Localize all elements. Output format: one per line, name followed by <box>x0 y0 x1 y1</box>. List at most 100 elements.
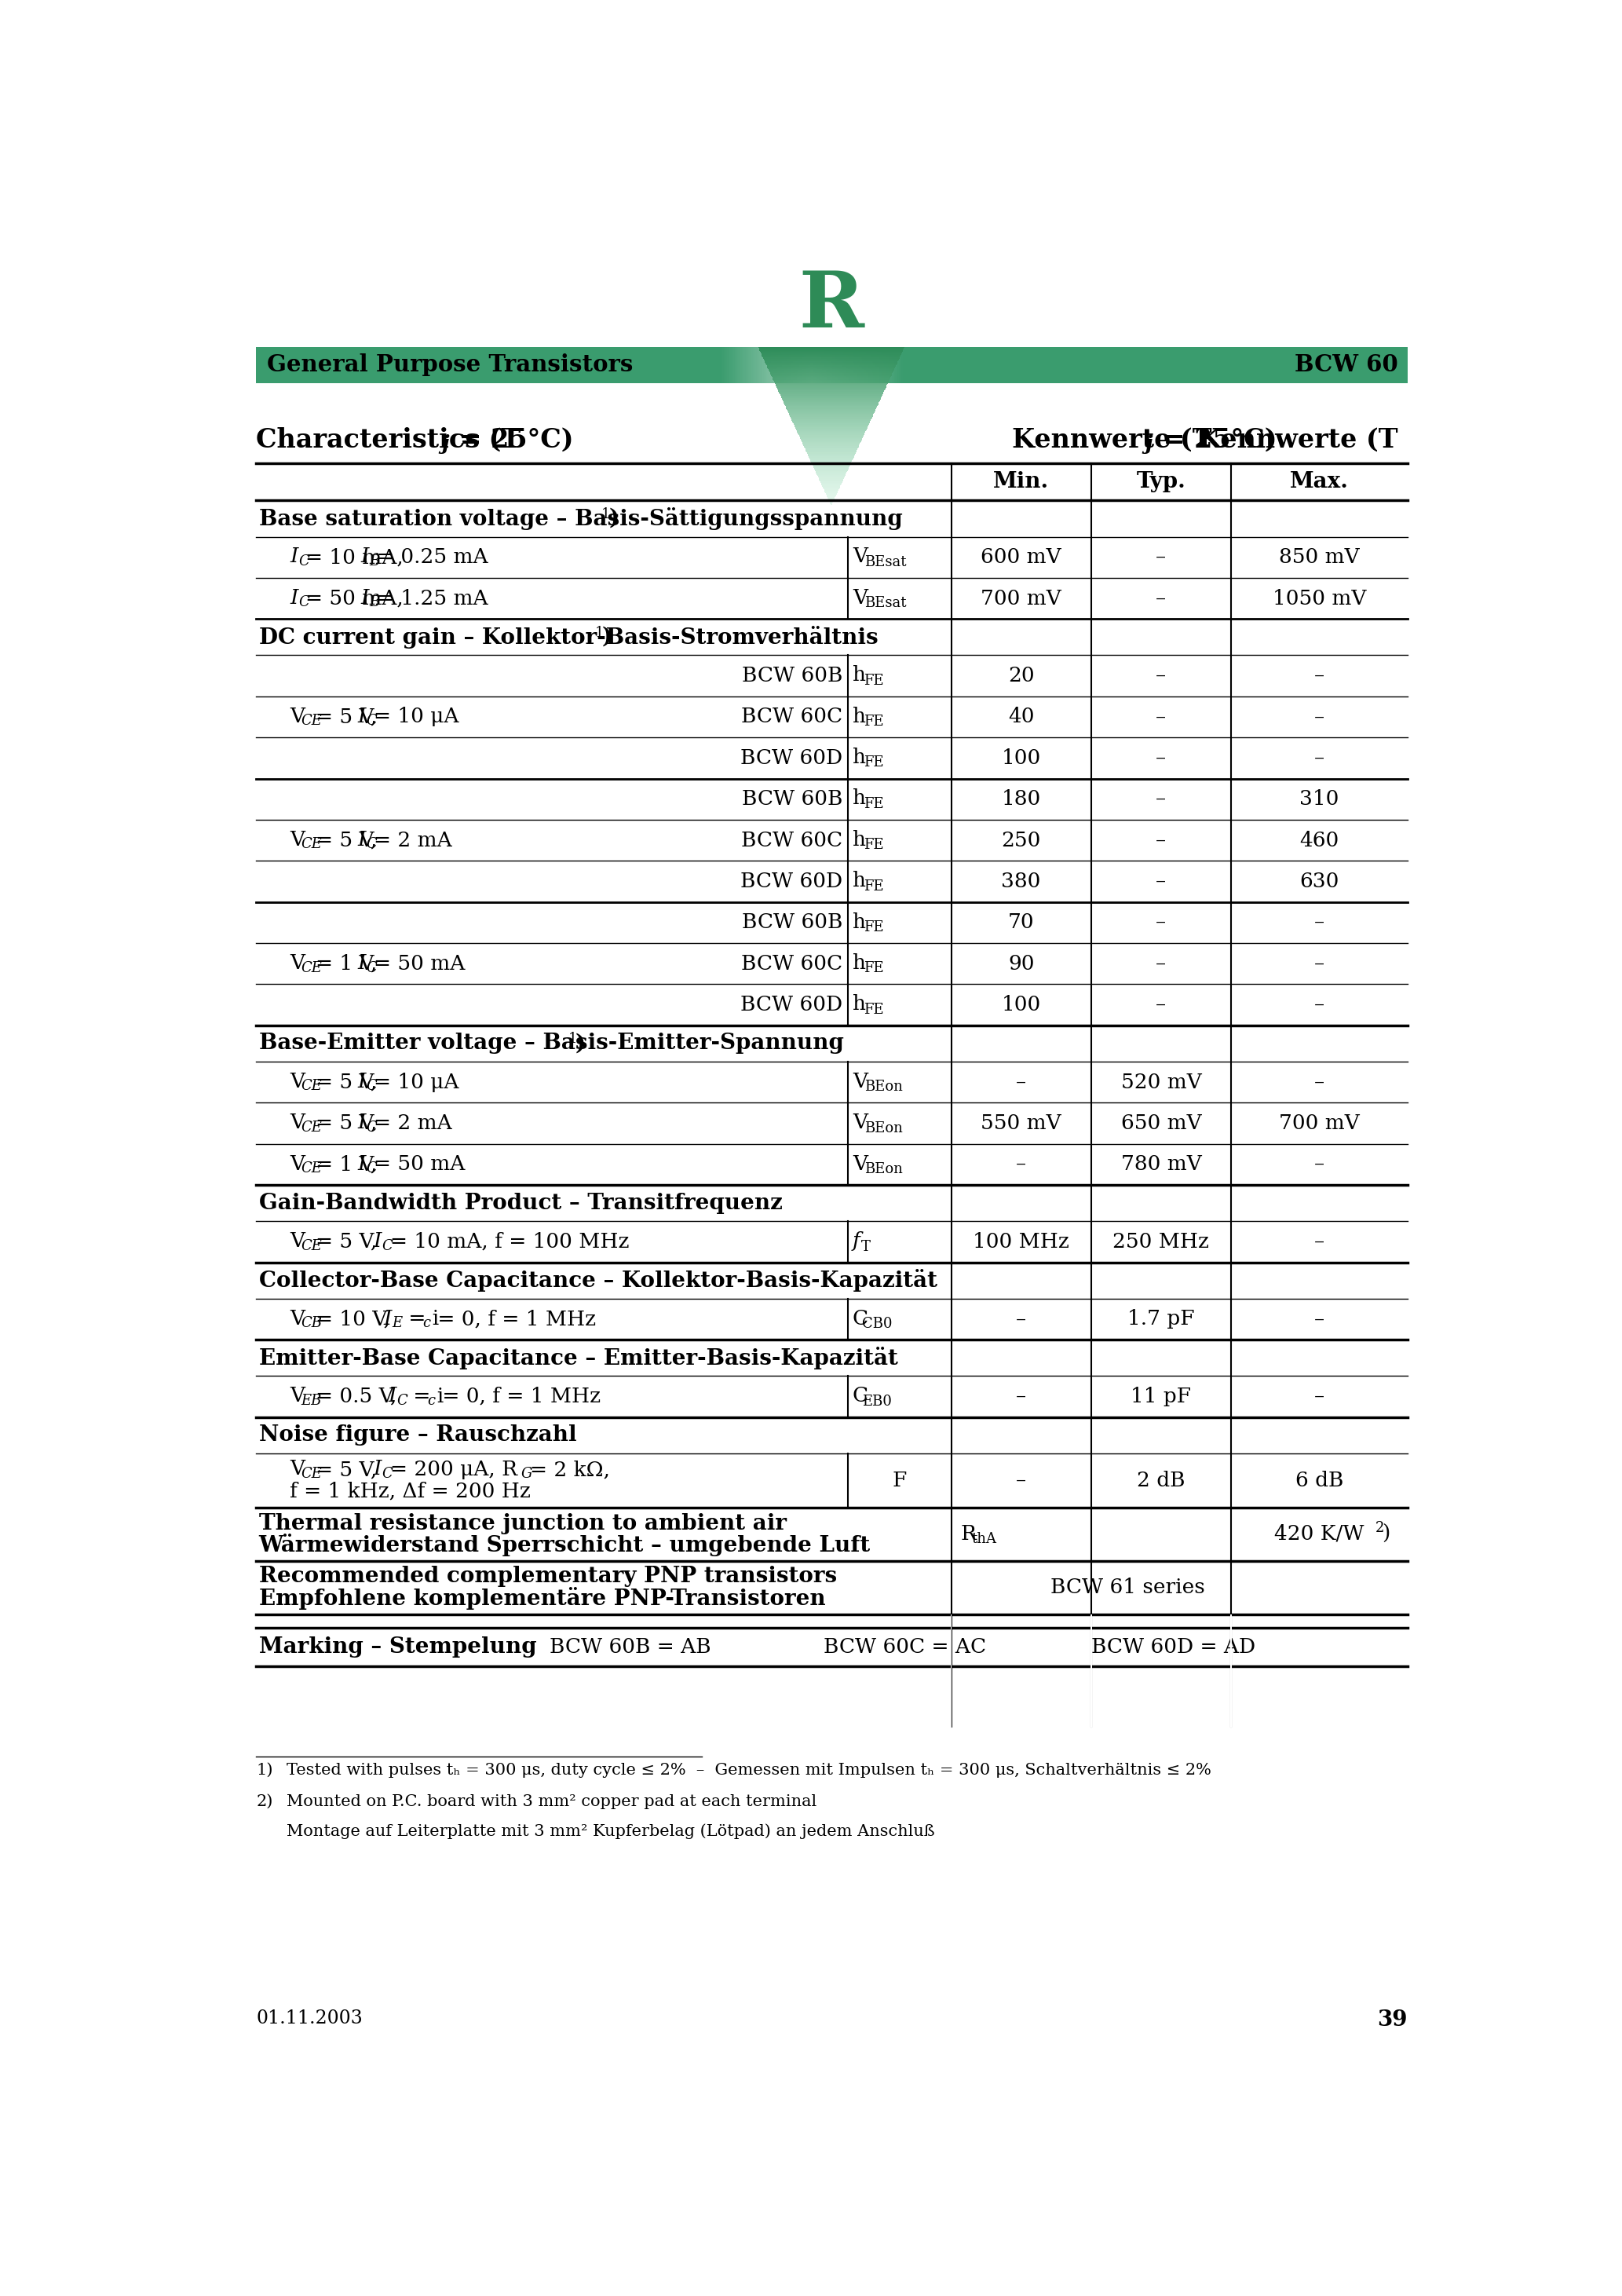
Text: Marking – Stempelung: Marking – Stempelung <box>260 1637 537 1658</box>
Text: CE: CE <box>300 1079 321 1093</box>
Text: h: h <box>853 912 866 932</box>
Text: 70: 70 <box>1007 912 1035 932</box>
Text: –: – <box>1156 872 1166 891</box>
Text: = 0, f = 1 MHz: = 0, f = 1 MHz <box>436 1387 600 1407</box>
Text: BCW 60C = AC: BCW 60C = AC <box>824 1637 986 1658</box>
Text: ): ) <box>1382 1525 1390 1543</box>
Text: –: – <box>1015 1472 1027 1490</box>
Text: = 5 V,: = 5 V, <box>315 1114 383 1132</box>
Text: 2: 2 <box>1375 1522 1384 1536</box>
Text: FE: FE <box>863 755 884 769</box>
Text: h: h <box>853 829 866 850</box>
Text: EB: EB <box>300 1394 321 1407</box>
Bar <box>256 347 1408 383</box>
Text: V: V <box>853 1072 868 1091</box>
Text: F: F <box>892 1472 907 1490</box>
Text: FE: FE <box>863 797 884 810</box>
Text: = 1 V,: = 1 V, <box>315 1155 383 1173</box>
Text: h: h <box>853 790 866 808</box>
Text: I: I <box>358 1155 367 1173</box>
Text: 11 pF: 11 pF <box>1131 1387 1191 1407</box>
Text: I: I <box>362 588 370 608</box>
Text: CB0: CB0 <box>863 1318 892 1332</box>
Text: –: – <box>1156 666 1166 687</box>
Text: = 50 mA: = 50 mA <box>373 1155 466 1173</box>
Text: C: C <box>853 1309 868 1329</box>
Text: 780 mV: 780 mV <box>1121 1155 1202 1173</box>
Text: = 2 mA: = 2 mA <box>373 831 453 850</box>
Text: 310: 310 <box>1299 790 1340 808</box>
Text: I: I <box>358 707 367 726</box>
Text: = 0.5 V,: = 0.5 V, <box>315 1387 402 1407</box>
Text: Typ.: Typ. <box>1137 471 1186 491</box>
Text: = 5 V,: = 5 V, <box>315 1460 383 1479</box>
Text: –: – <box>1015 1072 1027 1093</box>
Text: V: V <box>290 829 305 850</box>
Text: BEon: BEon <box>865 1120 903 1134</box>
Text: I: I <box>290 546 298 567</box>
Text: 2 dB: 2 dB <box>1137 1472 1186 1490</box>
Text: General Purpose Transistors: General Purpose Transistors <box>266 354 633 377</box>
Text: –: – <box>1314 1155 1325 1173</box>
Text: 39: 39 <box>1377 2009 1408 2030</box>
Text: CE: CE <box>300 1162 321 1176</box>
Text: R: R <box>798 269 865 344</box>
Text: I: I <box>373 1460 381 1479</box>
Text: Wärmewiderstand Sperrschicht – umgebende Luft: Wärmewiderstand Sperrschicht – umgebende… <box>260 1534 871 1557</box>
Text: V: V <box>290 1114 305 1132</box>
Text: 700 mV: 700 mV <box>981 588 1061 608</box>
Text: C: C <box>298 553 310 569</box>
Text: 1.7 pF: 1.7 pF <box>1127 1309 1195 1329</box>
Text: FE: FE <box>863 673 884 689</box>
Text: BEsat: BEsat <box>865 556 907 569</box>
Text: f = 1 kHz, Δf = 200 Hz: f = 1 kHz, Δf = 200 Hz <box>290 1481 530 1502</box>
Text: V: V <box>290 1387 305 1405</box>
Text: 600 mV: 600 mV <box>981 546 1061 567</box>
Text: C: C <box>367 838 376 852</box>
Text: C: C <box>298 595 310 611</box>
Text: 90: 90 <box>1007 953 1035 974</box>
Text: h: h <box>853 870 866 891</box>
Text: 850 mV: 850 mV <box>1280 546 1359 567</box>
Text: 420 K/W: 420 K/W <box>1275 1525 1364 1543</box>
Text: BCW 60D: BCW 60D <box>741 748 843 767</box>
Text: CE: CE <box>300 1120 321 1134</box>
Text: –: – <box>1314 953 1325 974</box>
Text: C: C <box>367 1079 376 1093</box>
Text: 380: 380 <box>1001 872 1041 891</box>
Text: h: h <box>853 994 866 1015</box>
Text: C: C <box>367 960 376 976</box>
Text: –: – <box>1156 588 1166 608</box>
Text: Base-Emitter voltage – Basis-Emitter-Spannung: Base-Emitter voltage – Basis-Emitter-Spa… <box>260 1033 852 1054</box>
Text: BCW 60C: BCW 60C <box>741 831 843 850</box>
Text: = 1 V,: = 1 V, <box>315 953 383 974</box>
Text: BCW 60C: BCW 60C <box>741 953 843 974</box>
Text: = 10 mA,: = 10 mA, <box>305 546 410 567</box>
Text: –: – <box>1314 666 1325 687</box>
Text: 1): 1) <box>256 1763 272 1777</box>
Text: FE: FE <box>863 962 884 976</box>
Text: Thermal resistance junction to ambient air: Thermal resistance junction to ambient a… <box>260 1513 787 1534</box>
Text: BCW 61 series: BCW 61 series <box>1051 1577 1205 1598</box>
Text: FE: FE <box>863 879 884 893</box>
Text: EB0: EB0 <box>863 1394 892 1407</box>
Text: BCW 60D = AD: BCW 60D = AD <box>1092 1637 1255 1658</box>
Text: –: – <box>1314 912 1325 932</box>
Text: Recommended complementary PNP transistors: Recommended complementary PNP transistor… <box>260 1566 837 1587</box>
Text: Characteristics (T: Characteristics (T <box>256 427 521 452</box>
Text: C: C <box>381 1467 393 1481</box>
Text: = 10 V,: = 10 V, <box>315 1309 396 1329</box>
Text: Gain-Bandwidth Product – Transitfrequenz: Gain-Bandwidth Product – Transitfrequenz <box>260 1192 782 1215</box>
Text: 100: 100 <box>1001 994 1041 1015</box>
Text: 1050 mV: 1050 mV <box>1272 588 1366 608</box>
Text: = 10 mA, f = 100 MHz: = 10 mA, f = 100 MHz <box>391 1233 629 1251</box>
Text: –: – <box>1015 1309 1027 1329</box>
Text: –: – <box>1314 1387 1325 1407</box>
Text: CE: CE <box>300 714 321 728</box>
Text: R: R <box>960 1525 976 1543</box>
Text: –: – <box>1156 912 1166 932</box>
Text: I: I <box>373 1231 381 1251</box>
Text: –: – <box>1156 748 1166 767</box>
Text: V: V <box>853 1155 868 1173</box>
Text: = i: = i <box>407 1387 444 1407</box>
